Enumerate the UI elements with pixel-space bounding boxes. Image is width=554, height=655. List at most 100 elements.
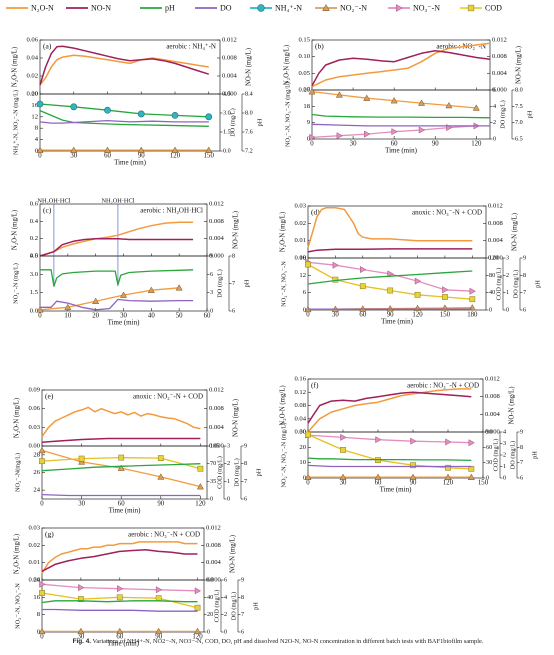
- y-tick-label-right-bottom: 3: [210, 289, 213, 296]
- series-marker-nh-n: [70, 103, 78, 111]
- y-tick-label-left-bottom: 16: [33, 594, 40, 601]
- y-tick-label-right-bottom: 40: [207, 594, 213, 601]
- x-tick-label: 150: [204, 153, 215, 160]
- x-tick-label: 120: [412, 312, 423, 319]
- x-tick-label: 150: [478, 480, 489, 487]
- y-tick-label-right-bottom: 3: [227, 442, 230, 449]
- x-tick-label: 60: [104, 153, 111, 160]
- y-tick-label-left-bottom: 26: [33, 469, 40, 476]
- panel-title: aerobic : NO₃⁻-N + COD: [128, 531, 200, 539]
- series-marker-no-n: [418, 126, 426, 134]
- series-marker-no-n: [340, 433, 347, 441]
- x-tick-label: 150: [440, 312, 451, 319]
- x-tick-label: 90: [432, 141, 439, 148]
- y-tick-label-right: 0.000: [206, 577, 222, 584]
- series-marker-cod: [445, 464, 451, 471]
- series-marker-no-n: [390, 97, 398, 104]
- series-marker-cod: [39, 590, 45, 596]
- legend-label-cod: COD: [485, 3, 502, 12]
- x-tick-label: 60: [359, 312, 366, 319]
- y-axis-label-right-bottom: DO (mg/L): [499, 100, 506, 129]
- panel-title: aerobic : NO₃⁻-N + COD: [407, 382, 479, 390]
- series-line-n-o-n: [41, 541, 198, 574]
- y-axis-label-right-bottom: DO (mg/L): [233, 458, 240, 487]
- series-line-ph: [41, 463, 201, 472]
- y-tick-label-right-bottom: 0: [210, 307, 213, 314]
- y-tick-label-left: 0.06: [26, 37, 38, 44]
- y-tick-label-right-bottom: 1: [506, 289, 509, 296]
- y-tick-label-right-bottom: 0: [224, 628, 227, 635]
- series-marker-no-n: [363, 94, 371, 101]
- y-tick-label-right-bottom: 3: [506, 254, 509, 261]
- x-tick-label: 90: [410, 480, 417, 487]
- y-tick-label-right-bottom: 2: [506, 272, 509, 279]
- y-tick-label-left-bottom: 0: [307, 136, 311, 143]
- series-line-ph: [39, 110, 209, 127]
- y-tick-label-left: 0.04: [26, 55, 38, 62]
- y-tick-label-left: 0.03: [28, 424, 40, 431]
- series-marker-no-n: [36, 146, 44, 153]
- y-tick-label-right-bottom: 8: [523, 272, 526, 279]
- series-marker-no-n: [117, 585, 124, 593]
- y-tick-label-left: 0.03: [294, 203, 306, 210]
- y-tick-label-left-bottom: 10: [299, 459, 306, 466]
- y-tick-label-left-bottom: 28: [33, 451, 40, 458]
- y-tick-label-right-bottom: 7: [232, 280, 235, 287]
- panel-title: aerobic : NH₄⁺-N: [166, 43, 216, 51]
- y-tick-label-left: 0.00: [294, 255, 306, 262]
- y-tick-label-right-bottom: 2: [503, 451, 506, 458]
- x-tick-label: 90: [155, 634, 162, 641]
- series-line-n-o-n: [311, 42, 491, 88]
- x-tick-label: 120: [170, 153, 181, 160]
- x-tick-label: 0: [306, 312, 310, 319]
- series-marker-cod: [468, 465, 475, 472]
- y-tick-label-left: 0.15: [298, 37, 310, 44]
- legend-marker-nh-n: [257, 4, 265, 12]
- series-marker-nh-n: [171, 111, 179, 119]
- y-tick-label-left: 0.16: [294, 376, 306, 383]
- y-axis-label-left-bottom: NO₂⁻-N, NO₃⁻-N (mg/L): [284, 82, 291, 147]
- series-marker-no-n: [364, 130, 371, 138]
- y-tick-label-right-bottom: 8: [244, 460, 247, 467]
- y-axis-label-right-bottom: COD (mg/L): [495, 268, 502, 301]
- series-marker-no-n: [391, 128, 398, 136]
- y-tick-label-left: 0.00: [28, 577, 40, 584]
- series-marker-no-n: [155, 586, 163, 594]
- y-axis-label-left-bottom: NO₂⁻-N, NO₃⁻-N: [14, 583, 21, 629]
- y-tick-label-left-bottom: 0: [35, 148, 39, 155]
- series-marker-cod: [442, 294, 448, 300]
- y-axis-label-right-bottom: DO (mg/L): [230, 592, 237, 621]
- y-tick-label-right-bottom: 9: [210, 252, 213, 259]
- y-axis-label-right: NO-N (mg/L): [509, 387, 516, 425]
- annotation-label: NH₂OH·HCl: [37, 197, 70, 204]
- x-axis-label: Time (min): [385, 147, 417, 155]
- y-tick-label-right-bottom: 9: [244, 442, 247, 449]
- series-marker-no-n: [335, 91, 343, 98]
- series-marker-cod: [118, 454, 125, 461]
- y-tick-label-right-bottom: 6.5: [515, 135, 523, 142]
- x-tick-label: 30: [78, 501, 85, 508]
- panel-label: (e): [45, 392, 54, 401]
- series-marker-cod: [77, 596, 84, 602]
- series-marker-no-n: [445, 101, 453, 109]
- y-axis-label-right-bottom: DO (mg/L): [512, 270, 519, 299]
- y-axis-label-right: NO-N (mg/L): [516, 46, 523, 84]
- y-tick-label-right: 0.008: [209, 405, 225, 412]
- series-line-n-o-n: [39, 221, 194, 257]
- series-marker-cod: [332, 276, 339, 283]
- y-tick-label-left-bottom: 8: [37, 611, 41, 618]
- panel-label: (b): [315, 42, 324, 51]
- y-tick-label-left: 0.01: [28, 559, 40, 566]
- y-axis-label-left: N₂O-N (mg/L): [12, 47, 19, 87]
- y-tick-label-left: 0.08: [294, 402, 306, 409]
- y-tick-label-left: 0.00: [294, 429, 306, 436]
- series-marker-cod: [305, 261, 311, 268]
- series-marker-no-n: [171, 146, 179, 153]
- x-tick-label: 30: [77, 634, 84, 641]
- series-marker-cod: [410, 462, 416, 469]
- series-marker-no-n: [77, 627, 85, 635]
- y-tick-label-right-bottom: 0: [506, 306, 509, 313]
- series-marker-no-n: [92, 297, 100, 304]
- y-tick-label-right-bottom: 2: [224, 611, 227, 618]
